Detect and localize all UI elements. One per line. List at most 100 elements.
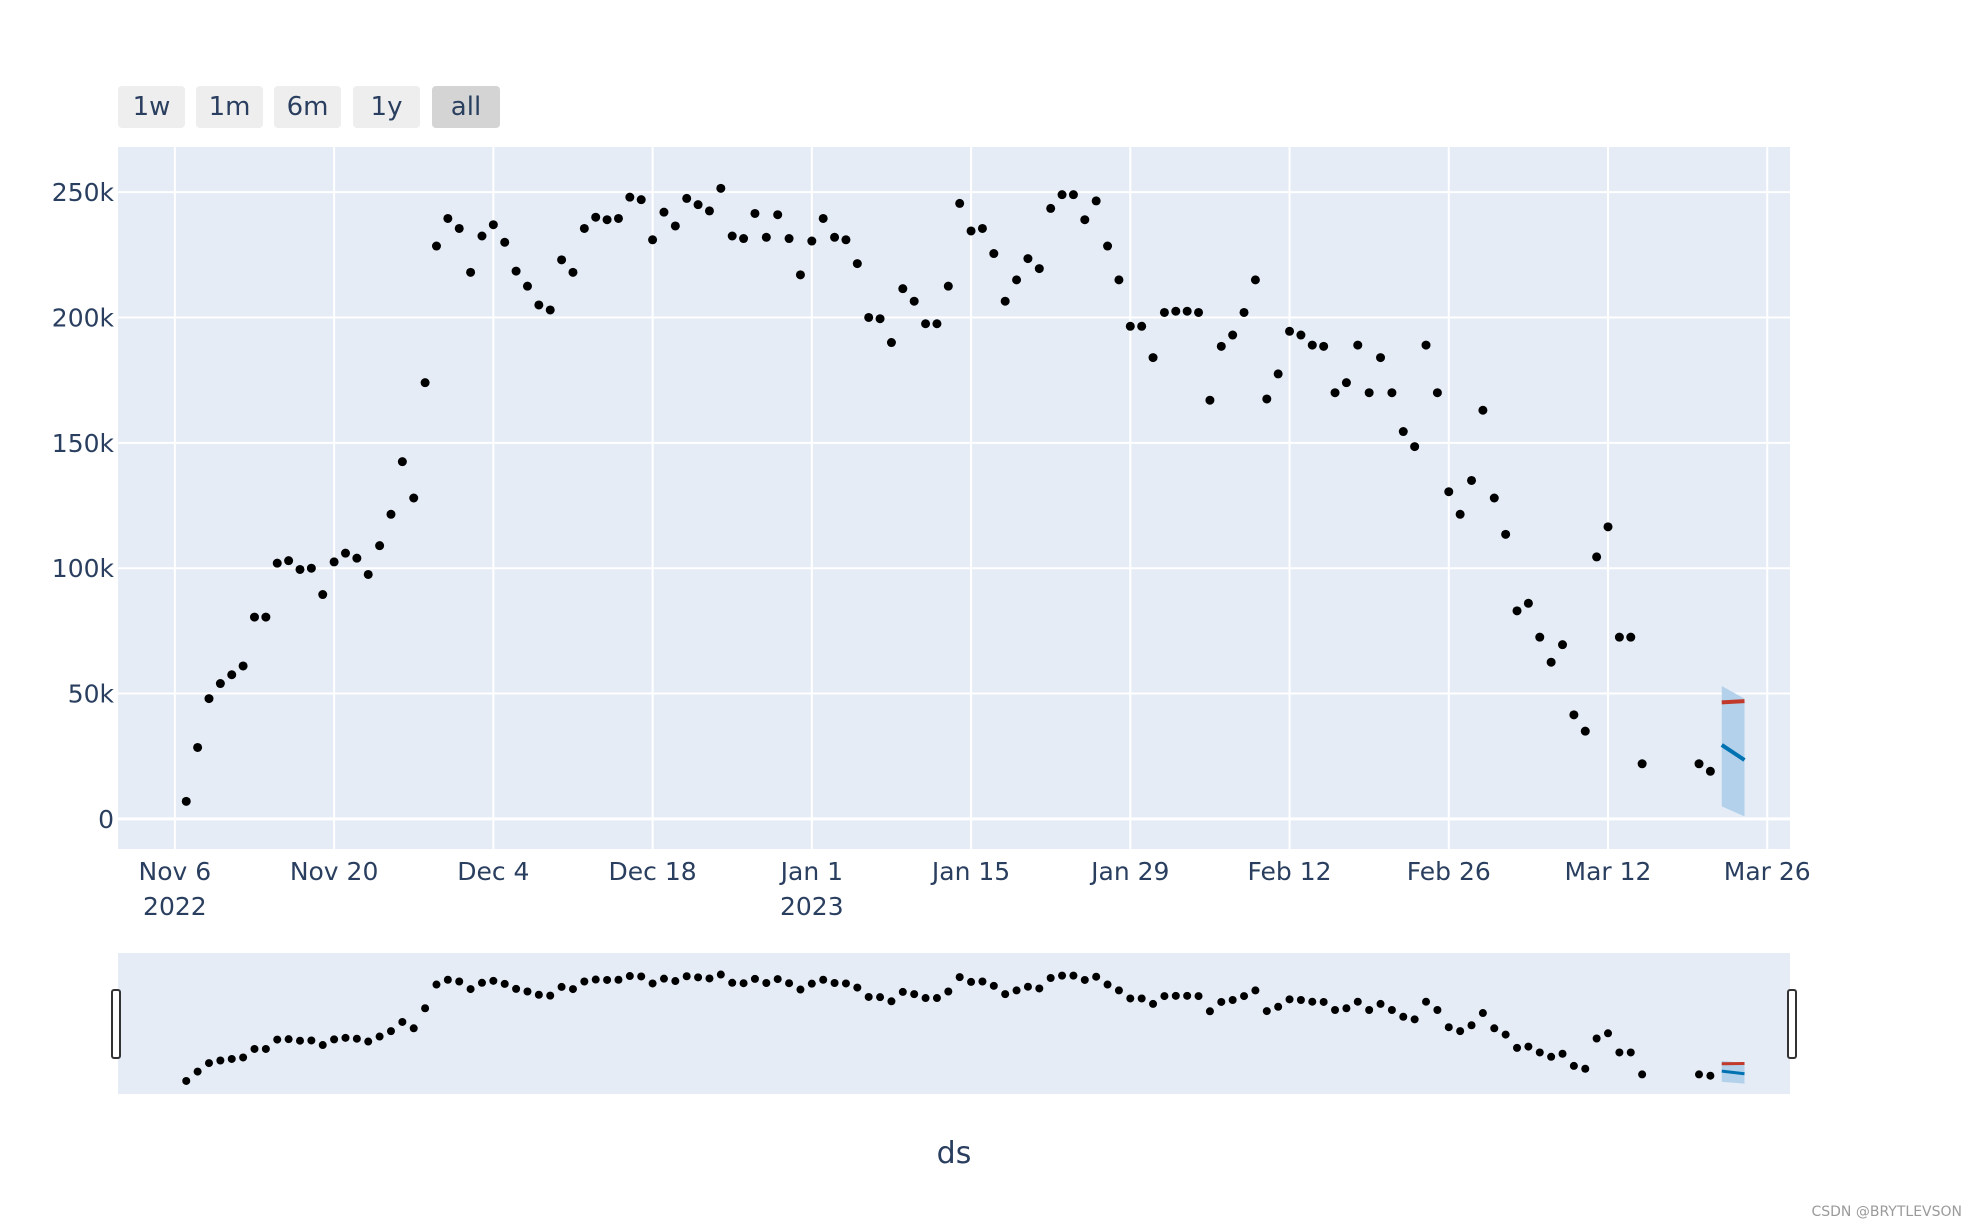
slider-data-point — [1114, 986, 1123, 995]
range-button-label: all — [451, 92, 481, 122]
y-tick-label: 150k — [52, 429, 115, 458]
x-axis-title: ds — [937, 1136, 972, 1171]
slider-data-point — [694, 973, 703, 982]
data-point — [932, 319, 942, 329]
data-point — [818, 213, 828, 223]
data-point — [1398, 427, 1408, 437]
watermark-text: CSDN @BRYTLEVSON — [1811, 1204, 1962, 1220]
slider-data-point — [568, 985, 577, 994]
data-point — [306, 563, 316, 573]
range-button-bg[interactable] — [353, 86, 420, 128]
range-button-1w[interactable]: 1w — [118, 86, 185, 128]
x-tick-label: Mar 12 — [1565, 857, 1652, 886]
range-button-bg[interactable] — [432, 86, 500, 128]
data-point — [238, 661, 248, 671]
data-point — [1705, 766, 1715, 776]
data-point — [363, 569, 373, 579]
y-tick-label: 0 — [98, 805, 114, 834]
slider-data-point — [603, 975, 612, 984]
slider-data-point — [398, 1017, 407, 1026]
range-slider-handles[interactable] — [111, 989, 1797, 1059]
data-point — [1012, 275, 1022, 285]
slider-data-point — [1217, 997, 1226, 1006]
data-point — [568, 267, 578, 277]
data-point — [1057, 190, 1067, 200]
data-point — [522, 281, 532, 291]
data-point — [613, 213, 623, 223]
data-point — [397, 457, 407, 467]
data-point — [864, 312, 874, 322]
data-point — [1330, 388, 1340, 398]
slider-handle-right[interactable] — [1787, 989, 1797, 1059]
data-point — [579, 223, 589, 233]
data-point — [1637, 759, 1647, 769]
slider-data-point — [1490, 1024, 1499, 1033]
cap-line — [1721, 699, 1745, 705]
slider-data-point — [1558, 1049, 1567, 1058]
range-button-6m[interactable]: 6m — [274, 86, 341, 128]
slider-data-point — [1262, 1007, 1271, 1016]
slider-data-point — [295, 1036, 304, 1045]
slider-data-point — [739, 979, 748, 988]
plot-background — [118, 147, 1790, 849]
range-button-bg[interactable] — [118, 86, 185, 128]
data-point — [227, 670, 237, 680]
slider-data-point — [705, 974, 714, 983]
slider-data-point — [375, 1032, 384, 1041]
range-slider[interactable] — [118, 953, 1790, 1094]
range-button-1m[interactable]: 1m — [196, 86, 263, 128]
slider-handle-left[interactable] — [111, 989, 121, 1059]
slider-data-point — [1410, 1015, 1419, 1024]
x-tick-label: Nov 20 — [290, 857, 379, 886]
slider-data-point — [512, 984, 521, 993]
data-point — [727, 231, 737, 241]
data-point — [1512, 606, 1522, 616]
slider-data-point — [546, 991, 555, 1000]
slider-data-point — [1547, 1052, 1556, 1061]
slider-data-point — [523, 987, 532, 996]
data-point — [773, 210, 783, 220]
data-point — [1410, 442, 1420, 452]
data-point — [1262, 394, 1272, 404]
data-point — [1592, 552, 1602, 562]
range-button-1y[interactable]: 1y — [353, 86, 420, 128]
range-button-bg[interactable] — [274, 86, 341, 128]
data-point — [488, 220, 498, 230]
x-tick-label: Jan 29 — [1089, 857, 1169, 886]
slider-data-point — [1592, 1034, 1601, 1043]
data-point — [693, 200, 703, 210]
slider-data-point — [728, 978, 737, 987]
slider-data-point — [1126, 994, 1135, 1003]
slider-data-point — [887, 997, 896, 1006]
slider-data-point — [762, 979, 771, 988]
slider-data-point — [591, 975, 600, 984]
slider-data-point — [785, 979, 794, 988]
data-point — [249, 612, 259, 622]
data-point — [955, 198, 965, 208]
range-button-label: 1w — [133, 92, 171, 122]
slider-data-point — [1058, 971, 1067, 980]
slider-data-point — [1342, 1004, 1351, 1013]
range-button-all[interactable]: all — [432, 86, 500, 128]
data-point — [1228, 330, 1238, 340]
data-point — [636, 195, 646, 205]
slider-data-point — [1194, 992, 1203, 1001]
slider-data-point — [1456, 1027, 1465, 1036]
slider-data-point — [1296, 995, 1305, 1004]
slider-data-point — [853, 983, 862, 992]
data-point — [830, 232, 840, 242]
data-point — [409, 493, 419, 503]
data-point — [1535, 632, 1545, 642]
range-button-bg[interactable] — [196, 86, 263, 128]
data-point — [1432, 388, 1442, 398]
slider-data-point — [796, 985, 805, 994]
data-point — [431, 241, 441, 251]
data-point — [420, 378, 430, 388]
data-point — [1580, 726, 1590, 736]
data-point — [1171, 306, 1181, 316]
data-point — [534, 300, 544, 310]
slider-data-point — [750, 974, 759, 983]
range-button-label: 1m — [209, 92, 251, 122]
data-point — [670, 221, 680, 231]
slider-data-point — [1251, 986, 1260, 995]
